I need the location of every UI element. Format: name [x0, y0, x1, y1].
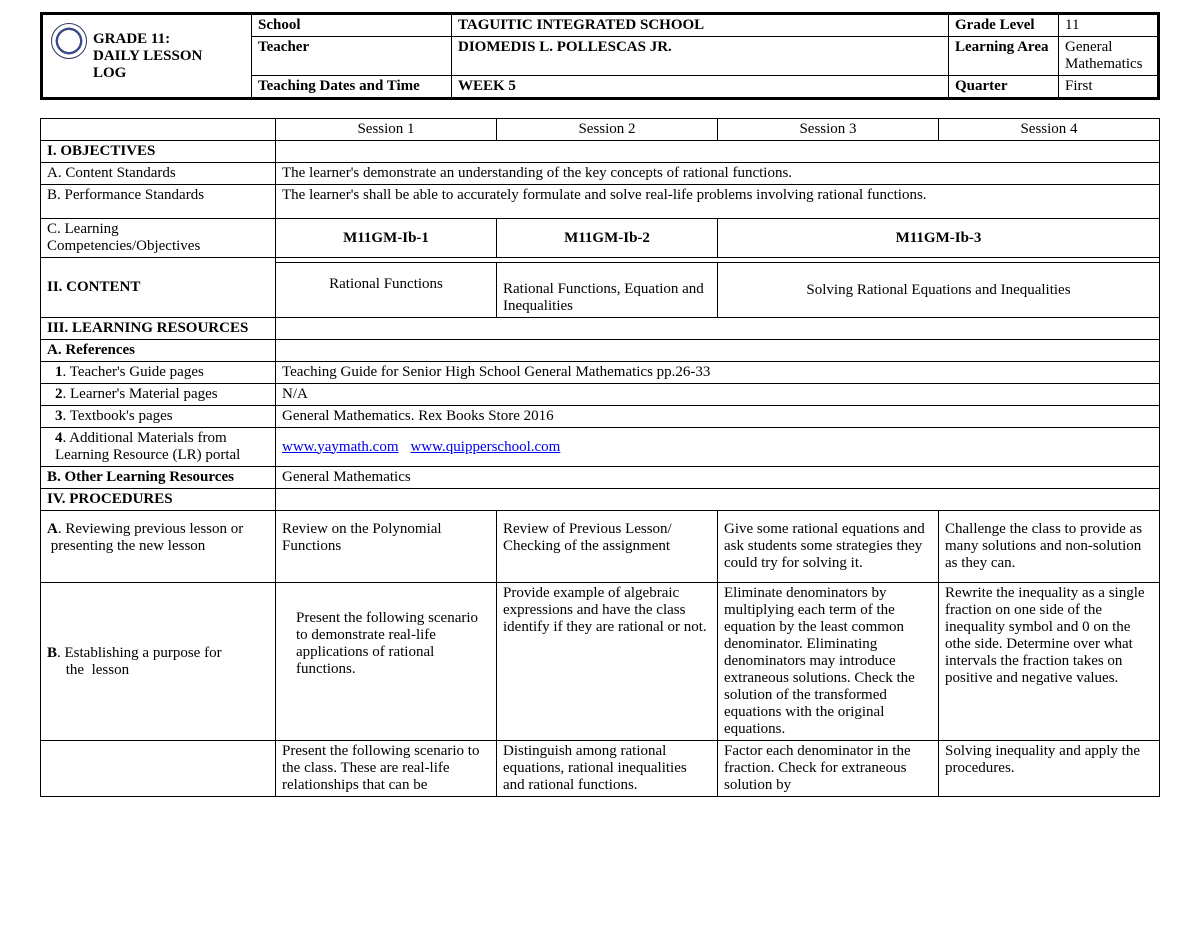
proc-a-s4: Challenge the class to provide as many s…: [939, 511, 1160, 583]
content-standards-label: A. Content Standards: [41, 163, 276, 185]
dates-value: WEEK 5: [452, 76, 949, 99]
learner-material-label: 2. Learner's Material pages: [41, 384, 276, 406]
header-table: GRADE 11: DAILY LESSON LOG School TAGUIT…: [40, 12, 1160, 100]
proc-c-s4: Solving inequality and apply the procedu…: [939, 741, 1160, 797]
additional-materials-label: 4. Additional Materials from Learning Re…: [41, 428, 276, 467]
title-line3: LOG: [93, 65, 126, 81]
other-resources-value: General Mathematics: [276, 467, 1160, 489]
proc-c-s3: Factor each denominator in the fraction.…: [718, 741, 939, 797]
content-standards-value: The learner's demonstrate an understandi…: [276, 163, 1160, 185]
title-line2: DAILY LESSON: [93, 48, 202, 64]
competency-s2: M11GM-Ib-2: [497, 219, 718, 258]
session-4-head: Session 4: [939, 119, 1160, 141]
proc-a-s1: Review on the Polynomial Functions: [276, 511, 497, 583]
references-empty: [276, 340, 1160, 362]
dates-label: Teaching Dates and Time: [252, 76, 452, 99]
grade-level-value: 11: [1059, 14, 1159, 37]
performance-standards-value: The learner's shall be able to accuratel…: [276, 185, 1160, 219]
proc-b-s1: Present the following scenario to demons…: [276, 583, 497, 741]
objectives-heading: I. OBJECTIVES: [41, 141, 276, 163]
competencies-label: C. Learning Competencies/Objectives: [41, 219, 276, 258]
objectives-empty: [276, 141, 1160, 163]
yaymath-link[interactable]: www.yaymath.com: [282, 439, 399, 455]
quipper-link[interactable]: www.quipperschool.com: [411, 439, 561, 455]
content-s1: Rational Functions: [276, 263, 497, 318]
content-s34: Solving Rational Equations and Inequalit…: [718, 263, 1160, 318]
learning-resources-heading: III. LEARNING RESOURCES: [41, 318, 276, 340]
session-3-head: Session 3: [718, 119, 939, 141]
performance-standards-label: B. Performance Standards: [41, 185, 276, 219]
other-resources-label: B. Other Learning Resources: [41, 467, 276, 489]
additional-materials-value: www.yaymath.com www.quipperschool.com: [276, 428, 1160, 467]
competency-s34: M11GM-Ib-3: [718, 219, 1160, 258]
teacher-guide-label: 1. Teacher's Guide pages: [41, 362, 276, 384]
proc-a-s2: Review of Previous Lesson/ Checking of t…: [497, 511, 718, 583]
procedures-empty: [276, 489, 1160, 511]
empty-corner: [41, 119, 276, 141]
learning-resources-empty: [276, 318, 1160, 340]
title-line1: GRADE 11:: [93, 31, 170, 47]
proc-b-label: B. Establishing a purpose for the lesson: [41, 583, 276, 741]
learning-area-value: General Mathematics: [1059, 37, 1159, 76]
proc-c-s2: Distinguish among rational equations, ra…: [497, 741, 718, 797]
grade-level-label: Grade Level: [949, 14, 1059, 37]
proc-c-label: [41, 741, 276, 797]
proc-a-label: A. Reviewing previous lesson or presenti…: [41, 511, 276, 583]
main-table: Session 1 Session 2 Session 3 Session 4 …: [40, 118, 1160, 797]
content-heading: II. CONTENT: [41, 258, 276, 318]
proc-a-s3: Give some rational equations and ask stu…: [718, 511, 939, 583]
session-1-head: Session 1: [276, 119, 497, 141]
learner-material-value: N/A: [276, 384, 1160, 406]
references-heading: A. References: [41, 340, 276, 362]
textbook-label: 3. Textbook's pages: [41, 406, 276, 428]
proc-b-s2: Provide example of algebraic expressions…: [497, 583, 718, 741]
log-title-cell: GRADE 11: DAILY LESSON LOG: [42, 14, 252, 99]
school-label: School: [252, 14, 452, 37]
proc-b-s4: Rewrite the inequality as a single fract…: [939, 583, 1160, 741]
deped-logo-icon: [51, 23, 87, 59]
teacher-label: Teacher: [252, 37, 452, 76]
school-value: TAGUITIC INTEGRATED SCHOOL: [452, 14, 949, 37]
competency-s1: M11GM-Ib-1: [276, 219, 497, 258]
content-s2: Rational Functions, Equation and Inequal…: [497, 263, 718, 318]
procedures-heading: IV. PROCEDURES: [41, 489, 276, 511]
teacher-value: DIOMEDIS L. POLLESCAS JR.: [452, 37, 949, 76]
quarter-value: First: [1059, 76, 1159, 99]
proc-c-s1: Present the following scenario to the cl…: [276, 741, 497, 797]
quarter-label: Quarter: [949, 76, 1059, 99]
proc-b-s3: Eliminate denominators by multiplying ea…: [718, 583, 939, 741]
teacher-guide-value: Teaching Guide for Senior High School Ge…: [276, 362, 1160, 384]
session-2-head: Session 2: [497, 119, 718, 141]
textbook-value: General Mathematics. Rex Books Store 201…: [276, 406, 1160, 428]
learning-area-label: Learning Area: [949, 37, 1059, 76]
